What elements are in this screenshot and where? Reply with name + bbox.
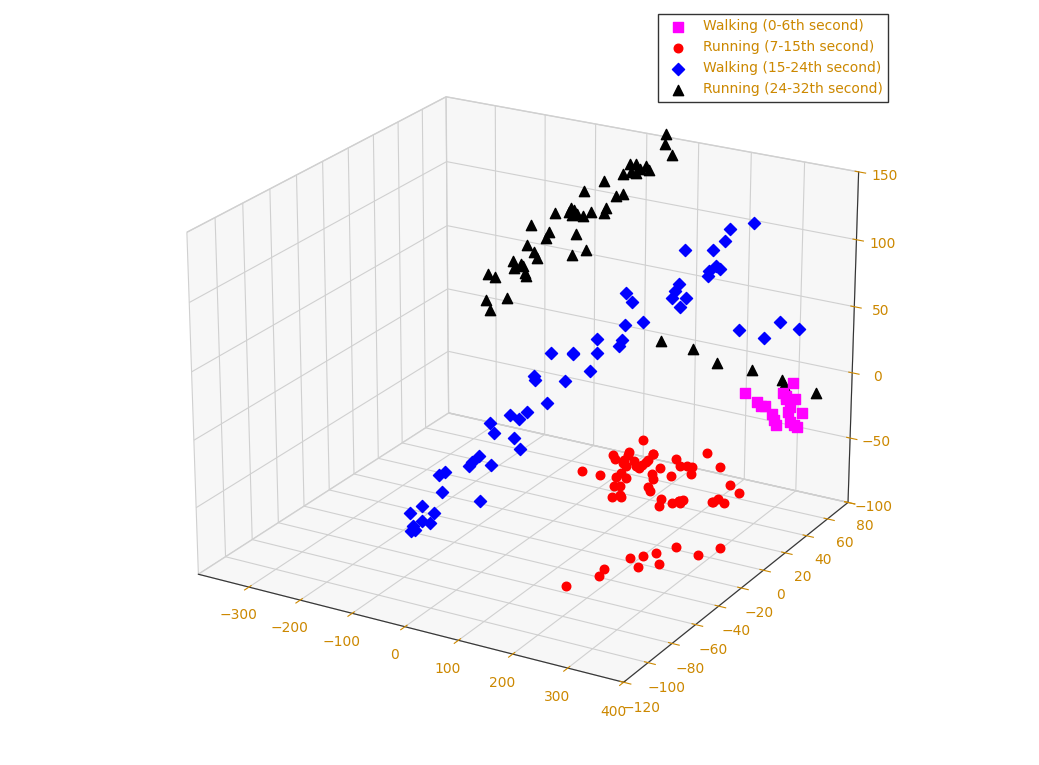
Legend: Walking (0-6th second), Running (7-15th second), Walking (15-24th second), Runni: Walking (0-6th second), Running (7-15th … — [659, 14, 888, 102]
